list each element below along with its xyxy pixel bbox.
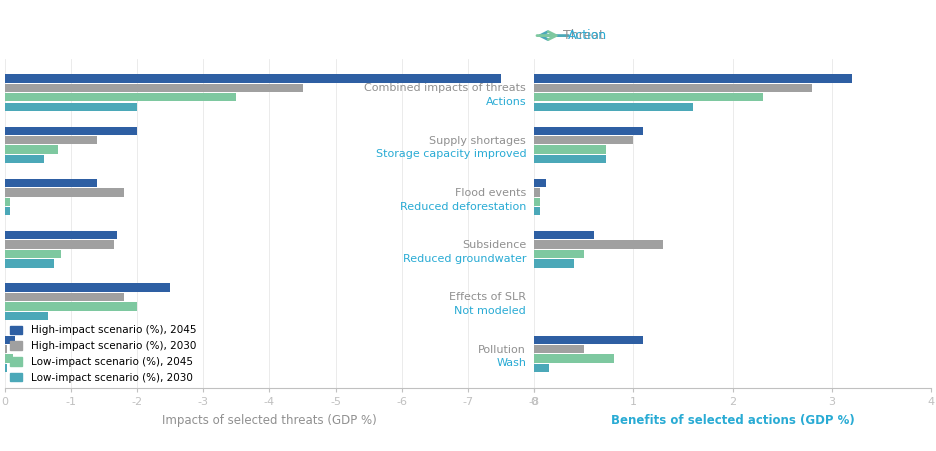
Bar (534, 198, 540, 206)
Bar (534, 188, 540, 197)
Bar (5, 364, 7, 372)
Bar (534, 102, 693, 111)
Bar (5, 250, 61, 258)
Bar (5, 74, 501, 83)
Text: Supply shortages: Supply shortages (430, 136, 526, 146)
Bar (5, 240, 114, 249)
Text: Subsidence: Subsidence (462, 240, 526, 250)
Text: Reduced deforestation: Reduced deforestation (400, 202, 526, 212)
Bar (534, 364, 549, 372)
Text: Effects of SLR: Effects of SLR (449, 292, 526, 303)
Bar (5, 345, 7, 354)
Bar (5, 102, 137, 111)
Bar (534, 354, 614, 363)
Text: Not modeled: Not modeled (455, 306, 526, 316)
Bar (5, 145, 58, 154)
Bar (5, 231, 117, 239)
Bar (5, 259, 54, 267)
Text: Action: Action (568, 29, 607, 42)
Bar (5, 354, 12, 363)
Bar (5, 283, 170, 292)
Bar (534, 231, 593, 239)
Bar (5, 179, 97, 187)
Bar (5, 336, 15, 344)
Bar (534, 136, 634, 144)
Bar (534, 145, 606, 154)
Bar (534, 259, 574, 267)
Bar (5, 293, 124, 301)
Bar (534, 240, 664, 249)
Text: Wash: Wash (496, 358, 526, 368)
Bar (5, 93, 237, 101)
Bar (5, 302, 137, 311)
Bar (534, 336, 643, 344)
Bar (5, 155, 44, 163)
Bar (5, 312, 48, 320)
Bar (5, 84, 302, 92)
Text: Threat: Threat (563, 29, 604, 42)
X-axis label: Impacts of selected threats (GDP %): Impacts of selected threats (GDP %) (162, 414, 377, 427)
Bar (5, 198, 10, 206)
Bar (534, 179, 546, 187)
Bar (534, 84, 812, 92)
Bar (534, 207, 540, 216)
Bar (534, 345, 584, 354)
Text: Flood events: Flood events (455, 188, 526, 198)
Text: Combined impacts of threats: Combined impacts of threats (364, 83, 526, 93)
X-axis label: Benefits of selected actions (GDP %): Benefits of selected actions (GDP %) (611, 414, 855, 427)
Bar (5, 188, 124, 197)
Legend: High-impact scenario (%), 2045, High-impact scenario (%), 2030, Low-impact scena: High-impact scenario (%), 2045, High-imp… (10, 326, 197, 382)
Bar (534, 74, 852, 83)
Bar (5, 207, 10, 216)
Bar (5, 127, 137, 135)
Bar (5, 136, 97, 144)
Bar (534, 93, 763, 101)
Text: Storage capacity improved: Storage capacity improved (375, 149, 526, 159)
Bar (534, 155, 606, 163)
Bar (534, 127, 643, 135)
Text: Reduced groundwater: Reduced groundwater (402, 254, 526, 264)
Text: Actions: Actions (486, 97, 526, 107)
Bar (534, 250, 584, 258)
Text: Pollution: Pollution (478, 345, 526, 354)
